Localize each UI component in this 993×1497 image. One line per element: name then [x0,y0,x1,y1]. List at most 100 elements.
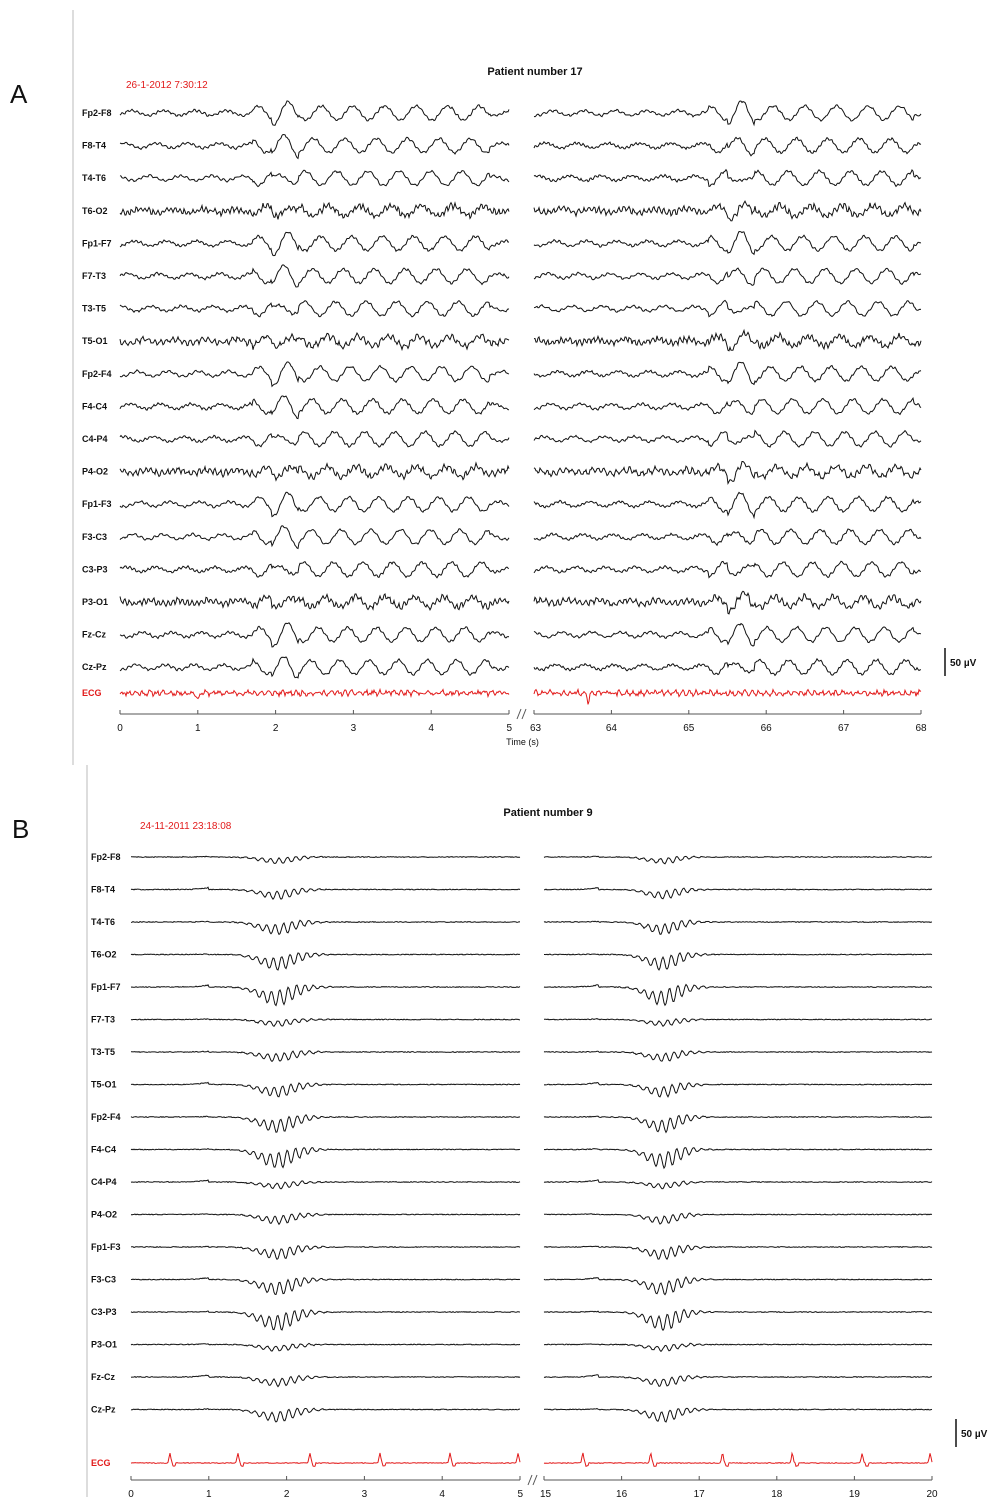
channel-label: T3-T5 [82,304,106,314]
eeg-trace [533,590,922,615]
channel-label: T5-O1 [91,1080,117,1090]
tick-label: 4 [439,1489,445,1497]
channel-label: F3-C3 [82,532,107,542]
channel-label: F4-C4 [91,1145,116,1155]
panel-letter: A [10,79,28,109]
recording-timestamp: 24-11-2011 23:18:08 [140,821,232,832]
tick-label: 66 [761,723,773,734]
tick-label: 0 [117,723,123,734]
eeg-trace [119,361,510,388]
eeg-trace [130,1374,521,1388]
channel-label: C4-P4 [91,1177,117,1187]
eeg-trace [119,430,510,449]
tick-label: 5 [506,723,512,734]
tick-label: 2 [284,1489,290,1497]
tick-label: 3 [351,723,357,734]
eeg-trace [130,886,521,901]
eeg-trace [543,1276,933,1296]
eeg-trace [119,656,510,679]
eeg-trace [119,169,510,188]
tick-label: 65 [683,723,695,734]
eeg-trace [130,1342,521,1352]
channel-label: Cz-Pz [82,662,107,672]
eeg-trace [130,1245,521,1261]
eeg-trace [533,230,922,256]
eeg-trace [130,1309,520,1331]
eeg-trace [130,1179,521,1190]
channel-label: P3-O1 [82,597,108,607]
eeg-trace [119,264,510,288]
eeg-trace [533,328,922,352]
eeg-trace [119,622,510,648]
tick-label: 5 [517,1489,523,1497]
channel-label: C3-P3 [82,564,108,574]
ecg-trace [533,687,922,705]
channel-label: P3-O1 [91,1340,117,1350]
eeg-trace [119,299,510,318]
eeg-trace [533,361,922,386]
eeg-trace [130,952,521,971]
ecg-trace [130,1452,521,1467]
ecg-label: ECG [91,1458,111,1468]
channel-label: F3-C3 [91,1275,116,1285]
eeg-trace [130,1212,521,1226]
tick-label: 17 [694,1489,706,1497]
tick-label: 20 [926,1489,938,1497]
eeg-trace [119,395,510,420]
channel-label: T6-O2 [82,206,108,216]
channel-label: Fz-Cz [82,630,106,640]
eeg-trace [533,100,922,127]
eeg-trace [543,1308,933,1332]
eeg-trace [130,1081,521,1098]
eeg-trace [131,855,521,865]
ecg-trace [119,687,510,700]
eeg-trace [119,592,510,611]
eeg-trace [543,1342,933,1353]
channel-label: P4-O2 [82,467,108,477]
eeg-trace [544,952,933,971]
eeg-trace [119,100,510,126]
tick-label: 3 [362,1489,368,1497]
channel-label: Fp1-F7 [91,982,121,992]
tick-label: 4 [428,723,434,734]
panel-a: A Patient number 17 26-1-2012 7:30:12 Fp2-F… [10,66,977,747]
eeg-trace [119,231,510,257]
channel-label: C3-P3 [91,1307,117,1317]
eeg-trace [130,1277,521,1295]
channel-label: Fp1-F7 [82,238,112,248]
eeg-trace [533,429,922,448]
eeg-trace [543,855,933,865]
eeg-trace [543,1212,933,1225]
tick-label: 19 [849,1489,861,1497]
axis-break-mark [521,708,527,720]
chart-title: Patient number 17 [487,66,582,78]
eeg-trace [533,299,922,318]
channel-label: C4-P4 [82,434,108,444]
eeg-trace [543,983,933,1007]
channel-label: T4-T6 [82,173,106,183]
ecg-trace [543,1451,933,1467]
channel-label: Fp1-F3 [91,1242,121,1252]
tick-label: 1 [206,1489,212,1497]
eeg-trace [533,200,922,222]
eeg-trace [130,1113,521,1133]
eeg-trace [119,491,510,518]
tick-label: 18 [771,1489,783,1497]
eeg-trace [533,491,922,520]
channel-label: F7-T3 [91,1015,115,1025]
eeg-trace [119,560,510,579]
channel-label: F7-T3 [82,271,106,281]
tick-label: 15 [540,1489,552,1497]
eeg-trace [543,1179,933,1190]
channel-label: Fz-Cz [91,1372,115,1382]
eeg-trace [543,1081,933,1098]
eeg-trace [533,461,922,486]
eeg-trace [119,461,510,482]
eeg-trace [533,528,922,547]
tick-label: 67 [838,723,850,734]
tick-label: 1 [195,723,201,734]
channel-label: T6-O2 [91,950,117,960]
scale-bar-label: 50 µV [950,658,977,669]
axis-break-mark [527,1474,533,1486]
